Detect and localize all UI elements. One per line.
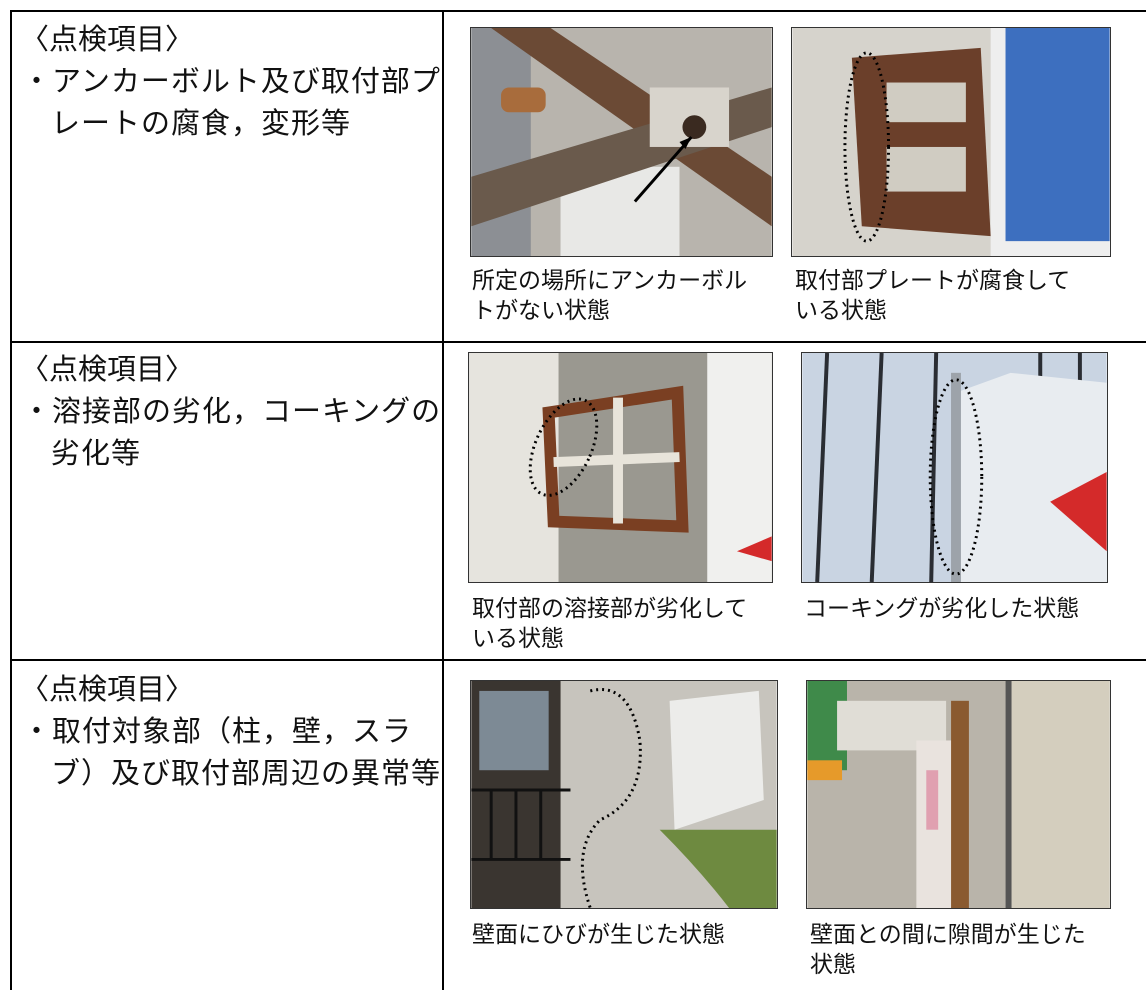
photo [468,352,773,583]
table-border [442,10,444,990]
row-heading: 〈点検項目〉 [20,672,195,706]
photo-caption: 壁面にひびが生じた状態 [472,922,725,948]
photo-caption: 所定の場所にアンカーボルトがない状態 [472,268,748,324]
photo [470,680,778,909]
row-heading: 〈点検項目〉 [20,352,195,386]
table-border [10,659,1146,661]
photo [470,27,773,257]
row-heading: 〈点検項目〉 [20,22,195,56]
photo [791,27,1111,257]
table-border [10,10,1146,12]
photo-caption: 取付部プレートが腐食している状態 [795,268,1071,324]
row-item: ・溶接部の劣化，コーキングの劣化等 [22,394,442,470]
photo-caption: 取付部の溶接部が劣化している状態 [472,596,748,652]
photo-caption: コーキングが劣化した状態 [804,596,1080,622]
table-border [10,10,12,990]
photo-caption: 壁面との間に隙間が生じた状態 [810,922,1086,978]
row-item: ・アンカーボルト及び取付部プレートの腐食，変形等 [22,64,441,140]
table-border [10,341,1146,343]
row-item: ・取付対象部（柱，壁，スラブ）及び取付部周辺の異常等 [22,714,442,790]
photo [806,680,1111,909]
photo [801,352,1108,583]
